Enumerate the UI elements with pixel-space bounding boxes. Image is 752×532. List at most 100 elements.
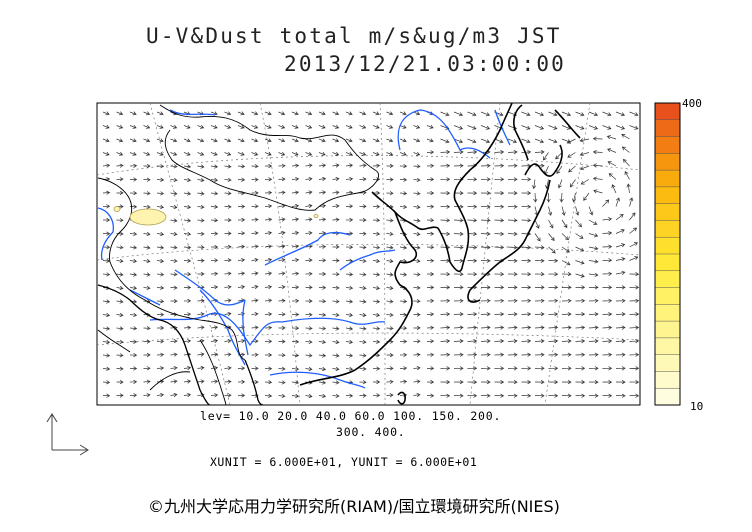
wind-arrow [345, 339, 354, 345]
wind-arrow [170, 204, 178, 210]
wind-arrow [129, 245, 138, 250]
wind-arrow [575, 298, 586, 303]
wind-arrow [480, 258, 491, 263]
wind-arrow [372, 163, 381, 168]
wind-arrow [116, 272, 124, 277]
wind-arrow [543, 152, 549, 161]
wind-arrow [129, 353, 138, 358]
wind-arrow [453, 285, 464, 290]
wind-arrow [238, 204, 246, 209]
wind-arrow [183, 124, 191, 129]
wind-arrow [480, 285, 491, 290]
wind-arrow [592, 136, 603, 141]
chart-title: U-V&Dust total m/s&ug/m3 JST [146, 24, 562, 48]
wind-arrow [467, 125, 477, 130]
wind-arrow [278, 151, 286, 156]
wind-arrow [413, 379, 421, 384]
wind-arrow [278, 138, 286, 143]
wind-arrow [494, 177, 505, 182]
wind-arrow [521, 366, 532, 371]
wind-arrow [156, 138, 164, 143]
wind-arrow [264, 204, 273, 209]
wind-arrow [588, 125, 599, 130]
wind-arrow [386, 326, 394, 331]
wind-arrow [332, 380, 340, 385]
wind-arrow [575, 206, 580, 216]
wind-arrow [129, 285, 138, 291]
wind-arrow [480, 312, 491, 317]
wind-arrow [197, 365, 205, 371]
wind-arrow [453, 149, 464, 155]
wind-arrow [130, 366, 138, 371]
wind-arrow [197, 352, 205, 357]
wind-arrow [237, 138, 245, 143]
wind-arrow [359, 217, 367, 223]
wind-arrow [426, 393, 435, 398]
wind-arrow [534, 366, 545, 371]
wind-arrow [413, 204, 421, 210]
wind-arrow [345, 366, 354, 372]
wind-arrow [305, 366, 313, 372]
wind-arrow [386, 272, 394, 277]
wind-arrow [521, 352, 532, 357]
wind-arrow [453, 366, 464, 371]
wind-arrow [264, 380, 273, 385]
wind-arrow [507, 352, 518, 357]
wind-arrow [102, 245, 111, 250]
wind-arrow [440, 163, 451, 168]
wind-arrow [372, 111, 380, 116]
wind-arrow [507, 149, 518, 155]
wind-arrow [507, 258, 518, 263]
wind-arrow [521, 258, 532, 263]
wind-arrow [548, 366, 559, 371]
wind-arrow [575, 352, 586, 357]
wind-arrow [386, 151, 394, 156]
wind-arrow [548, 325, 559, 330]
wind-arrow [278, 124, 286, 129]
wind-arrow [400, 339, 408, 344]
wind-arrow [251, 177, 259, 182]
wind-arrow [237, 177, 246, 182]
wind-arrow [305, 230, 313, 236]
wind-arrow [359, 124, 367, 129]
wind-arrow [467, 366, 478, 371]
wind-arrow [264, 138, 272, 143]
wind-arrow [116, 366, 124, 371]
contour-levels-line2: 300. 400. [336, 425, 406, 439]
wind-arrow [305, 151, 313, 156]
wind-arrow [413, 151, 421, 156]
wind-arrow [251, 138, 259, 143]
wind-arrow [305, 271, 313, 276]
wind-arrow [224, 124, 232, 129]
wind-arrow [602, 325, 613, 330]
wind-arrow [453, 298, 464, 303]
wind-arrow [579, 152, 590, 157]
wind-arrow [224, 111, 232, 116]
wind-arrow [224, 352, 232, 357]
wind-arrow [575, 260, 585, 265]
wind-arrow [588, 111, 599, 117]
wind-arrow [143, 366, 151, 371]
wind-arrow [426, 204, 435, 209]
wind-arrow [318, 217, 327, 222]
wind-arrow [494, 352, 505, 357]
wind-arrow [440, 325, 451, 330]
wind-arrow [507, 338, 518, 344]
wind-arrow [345, 151, 353, 156]
wind-arrow [116, 177, 124, 182]
wind-arrow [264, 177, 273, 182]
wind-arrow [548, 138, 558, 144]
wind-arrow [494, 218, 505, 223]
wind-arrow [345, 217, 354, 222]
wind-arrow [534, 325, 545, 330]
wind-arrow [480, 338, 491, 344]
wind-arrow [278, 298, 286, 303]
wind-arrow [143, 138, 151, 143]
wind-arrow [264, 325, 273, 330]
wind-arrow [359, 393, 367, 398]
wind-arrow [467, 190, 478, 196]
wind-arrow [615, 229, 625, 234]
wind-arrow [426, 124, 434, 129]
wind-arrow [278, 217, 286, 222]
wind-arrow [210, 204, 219, 209]
